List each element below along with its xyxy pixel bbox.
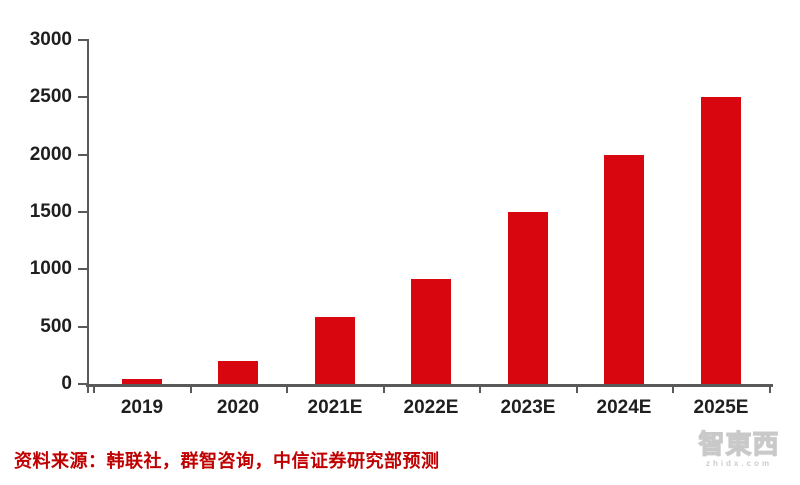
x-axis-tick: [286, 385, 288, 393]
bar-2020: [218, 361, 258, 384]
x-tick-label: 2020: [216, 397, 260, 418]
x-tick-label: 2024E: [596, 397, 652, 418]
x-axis-tick: [190, 385, 192, 393]
y-axis-tick: [78, 326, 88, 328]
y-axis-tick: [78, 39, 88, 41]
x-axis-tick: [672, 385, 674, 393]
watermark-logo: 智東西: [698, 429, 780, 459]
bar-2019: [122, 379, 162, 384]
x-tick-label: 2021E: [307, 397, 363, 418]
x-axis-tick: [479, 385, 481, 393]
y-tick-label: 2500: [29, 86, 72, 107]
x-tick-label: 2019: [120, 397, 164, 418]
source-note: 资料来源：韩联社，群智咨询，中信证券研究部预测: [14, 451, 440, 471]
y-axis-tick: [78, 268, 88, 270]
bar-2024E: [604, 155, 644, 384]
y-axis-line: [87, 39, 89, 393]
y-tick-label: 1000: [29, 258, 72, 279]
x-tick-label: 2025E: [693, 397, 749, 418]
y-tick-label: 1500: [29, 201, 72, 222]
x-axis-tick: [383, 385, 385, 393]
bar-2025E: [701, 97, 741, 384]
x-axis-line: [86, 384, 773, 387]
x-tick-label: 2022E: [403, 397, 459, 418]
y-axis-tick: [78, 96, 88, 98]
watermark-domain: zhidx.com: [705, 459, 773, 468]
x-tick-label: 2023E: [500, 397, 556, 418]
y-tick-label: 3000: [29, 29, 72, 50]
y-tick-label: 2000: [29, 144, 72, 165]
y-axis-tick: [78, 154, 88, 156]
bar-2021E: [315, 317, 355, 384]
y-tick-label: 500: [40, 316, 72, 337]
bar-2023E: [508, 212, 548, 384]
x-axis-tick: [93, 385, 95, 393]
bar-2022E: [411, 279, 451, 384]
watermark: 智東西 zhidx.com: [684, 429, 794, 468]
x-axis-tick: [576, 385, 578, 393]
y-axis-tick: [78, 211, 88, 213]
y-tick-label: 0: [61, 373, 72, 394]
y-axis-tick: [78, 383, 88, 385]
x-axis-tick: [769, 385, 771, 393]
